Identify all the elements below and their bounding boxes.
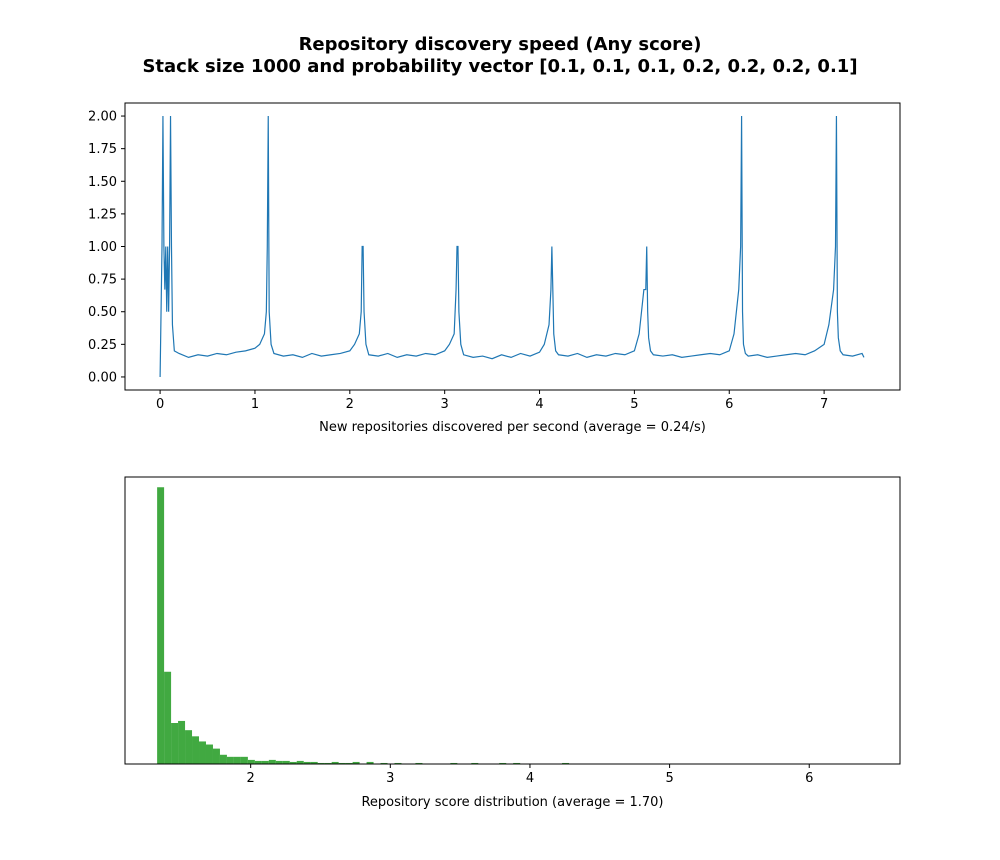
histogram-bar: [450, 762, 458, 764]
chart-title-line2: Stack size 1000 and probability vector […: [142, 56, 858, 77]
x-tick-label: 3: [441, 397, 449, 412]
line-chart: New repositories discovered per second (…: [88, 102, 901, 435]
histogram-bar: [268, 759, 276, 764]
x-tick-label: 0: [156, 397, 164, 412]
histogram-bar: [157, 487, 165, 764]
line-chart-x-axis-label: New repositories discovered per second (…: [319, 420, 706, 435]
x-tick-label: 5: [630, 397, 638, 412]
x-tick-label: 5: [665, 771, 673, 786]
histogram-bar: [240, 756, 248, 764]
histogram-bar: [219, 754, 227, 764]
histogram-bar: [366, 761, 374, 764]
histogram-bar: [415, 762, 423, 764]
y-tick-label: 2.00: [88, 110, 117, 125]
histogram-bar: [178, 720, 186, 764]
histogram-frame: [124, 476, 901, 765]
histogram-bar: [212, 748, 220, 764]
histogram-chart: Repository score distribution (average =…: [124, 476, 901, 810]
x-tick-label: 4: [535, 397, 543, 412]
y-tick-label: 1.50: [88, 175, 117, 190]
histogram-bar: [345, 762, 353, 764]
histogram-bar: [303, 761, 311, 764]
x-tick-label: 2: [247, 771, 255, 786]
histogram-bar: [164, 671, 172, 764]
histogram-bar: [171, 723, 179, 764]
histogram-bar: [338, 762, 346, 764]
histogram-bar: [380, 762, 388, 764]
chart-title-line1: Repository discovery speed (Any score): [298, 34, 702, 55]
histogram-bar: [324, 762, 332, 764]
histogram-bar: [499, 762, 507, 764]
histogram-bar: [192, 736, 200, 764]
y-tick-label: 0.00: [88, 370, 117, 385]
histogram-bar: [247, 759, 255, 764]
histogram-bar: [233, 756, 241, 764]
histogram-bar: [289, 761, 297, 764]
histogram-bar: [562, 762, 570, 764]
histogram-bar: [310, 761, 318, 764]
histogram-bar: [317, 762, 325, 764]
histogram-bar: [254, 760, 262, 764]
y-tick-label: 0.75: [88, 273, 117, 288]
x-tick-label: 4: [526, 771, 534, 786]
histogram-bar: [226, 756, 234, 764]
histogram-bar: [471, 762, 479, 764]
histogram-bar: [352, 761, 360, 764]
histogram-bar: [205, 744, 213, 764]
histogram-bar: [199, 741, 206, 764]
histogram-bar: [275, 760, 283, 764]
line-series: [159, 116, 865, 377]
x-tick-label: 3: [386, 771, 394, 786]
histogram-bar: [185, 730, 193, 764]
y-tick-label: 1.00: [88, 240, 117, 255]
y-tick-label: 0.50: [88, 305, 117, 320]
y-tick-label: 1.25: [88, 207, 117, 222]
y-tick-label: 1.75: [88, 142, 117, 157]
x-tick-label: 6: [725, 397, 733, 412]
histogram-bar: [394, 762, 402, 764]
x-tick-label: 1: [251, 397, 259, 412]
line-chart-frame: [124, 102, 901, 391]
histogram-bar: [296, 760, 304, 764]
histogram-bar: [261, 760, 269, 764]
y-tick-label: 0.25: [88, 338, 117, 353]
histogram-x-axis-label: Repository score distribution (average =…: [361, 795, 663, 810]
histogram-bar: [282, 760, 290, 764]
x-tick-label: 7: [820, 397, 828, 412]
x-tick-label: 2: [346, 397, 354, 412]
histogram-bar: [513, 762, 521, 764]
histogram-bar: [331, 761, 339, 764]
x-tick-label: 6: [805, 771, 813, 786]
